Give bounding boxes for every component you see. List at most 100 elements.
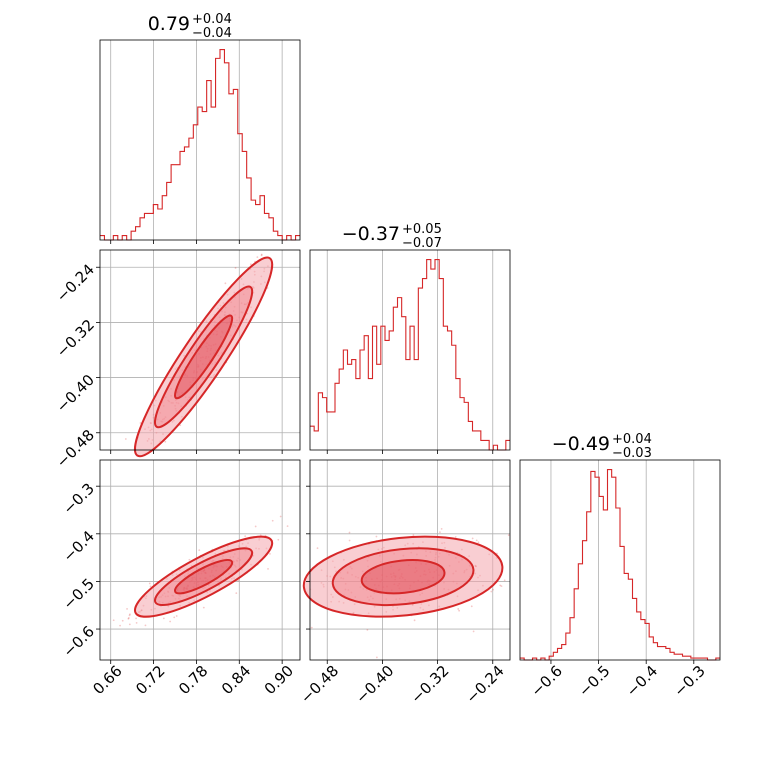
y-tick-label: −0.4 (60, 527, 98, 565)
density-contour (173, 314, 234, 400)
sample-point (128, 614, 131, 617)
panel-title-sub-0: −0.04 (192, 26, 232, 41)
sample-point (458, 609, 461, 612)
x-tick-label: −0.24 (463, 662, 508, 707)
x-tick-label: −0.3 (670, 662, 708, 700)
density-contour (154, 547, 254, 607)
sample-point (260, 253, 263, 256)
axes-frame (519, 459, 721, 661)
sample-point (316, 547, 319, 550)
sample-point (492, 588, 494, 591)
density-contour (134, 535, 274, 618)
x-tick-label: −0.4 (623, 662, 661, 700)
sample-point (477, 541, 480, 544)
sample-point (139, 422, 142, 424)
x-tick-label: −0.40 (352, 662, 397, 707)
sample-point (244, 535, 247, 537)
x-tick-label: 0.78 (175, 662, 211, 698)
scatter-panel-0-2: 0.66 0.72 0.78 0.84 0.90 −0.6 −0.5 −0.4 −0.3 (60, 459, 301, 698)
sample-point (470, 605, 473, 608)
histogram-line (520, 468, 720, 661)
sample-point (188, 558, 191, 561)
sample-point (119, 624, 121, 627)
sample-point (271, 519, 274, 522)
sample-point (121, 619, 124, 622)
y-tick-label: −0.6 (60, 622, 98, 660)
axes-frame (309, 249, 511, 451)
sample-point (277, 538, 280, 541)
panel-title-0: 0.79 (148, 13, 190, 35)
sample-point (112, 619, 115, 622)
sample-point (198, 549, 201, 552)
sample-point (127, 617, 130, 619)
y-tick-label: −0.48 (53, 426, 98, 471)
sample-point (507, 534, 510, 537)
sample-point (348, 531, 351, 534)
sample-point (235, 592, 238, 595)
sample-point (135, 621, 138, 624)
sample-point (260, 254, 263, 257)
y-tick-label: −0.32 (53, 316, 98, 361)
sample-point (234, 267, 237, 269)
axes-frame (99, 459, 301, 661)
sample-point (475, 539, 478, 542)
sample-point (348, 539, 351, 542)
x-tick-label: 0.66 (89, 662, 125, 698)
sample-point (128, 623, 131, 626)
sample-point (471, 537, 474, 540)
density-contour (331, 547, 475, 607)
sample-point (127, 617, 130, 620)
x-tick-label: −0.6 (527, 662, 565, 700)
x-tick-label: 0.84 (218, 662, 254, 698)
density-contour (302, 535, 504, 618)
panel-title-sup-0: +0.04 (192, 12, 232, 27)
panel-title-1: −0.37 (342, 223, 400, 245)
histogram-panel-1: −0.37 +0.05−0.07 (309, 222, 511, 454)
panel-title-sup-1: +0.05 (402, 222, 442, 237)
x-tick-label: 0.90 (261, 662, 297, 698)
sample-point (366, 628, 369, 631)
sample-point (454, 536, 457, 538)
histogram-panel-2: −0.6 −0.5 −0.4 −0.3 −0.49 +0.04−0.03 (519, 432, 721, 700)
x-tick-label: −0.32 (407, 662, 452, 707)
y-tick-label: −0.5 (60, 575, 98, 613)
sample-point (500, 585, 503, 588)
scatter-panel-1-2: −0.48 −0.40 −0.32 −0.24 (297, 459, 511, 707)
sample-point (249, 263, 252, 266)
sample-point (375, 656, 378, 659)
sample-point (175, 615, 178, 617)
y-tick-label: −0.24 (53, 261, 98, 306)
axes-frame (99, 249, 301, 451)
sample-point (490, 590, 493, 593)
axes-frame (309, 459, 511, 661)
sample-point (162, 617, 165, 620)
sample-point (440, 527, 443, 530)
sample-point (269, 553, 271, 555)
sample-point (267, 567, 269, 570)
sample-point (237, 579, 240, 582)
sample-point (457, 608, 460, 610)
sample-point (169, 620, 172, 623)
sample-point (279, 515, 282, 518)
axes-frame (99, 39, 301, 241)
sample-point (126, 608, 128, 610)
y-tick-label: −0.40 (53, 371, 98, 416)
sample-point (149, 585, 152, 588)
sample-point (310, 626, 313, 629)
histogram-panel-0: 0.79 +0.04−0.04 (99, 12, 301, 244)
sample-point (144, 624, 147, 627)
sample-point (375, 535, 378, 538)
x-tick-label: 0.72 (132, 662, 168, 698)
x-tick-label: −0.48 (297, 662, 342, 707)
density-contour (154, 285, 254, 429)
histogram-line (100, 48, 300, 241)
sample-point (129, 613, 131, 616)
sample-point (135, 617, 137, 620)
sample-point (254, 525, 257, 528)
sample-point (412, 534, 415, 536)
sample-point (124, 438, 127, 440)
density-contour (133, 256, 274, 458)
scatter-panel-0-1: −0.48 −0.40 −0.32 −0.24 (53, 249, 301, 471)
panel-title-sub-1: −0.07 (402, 236, 442, 251)
